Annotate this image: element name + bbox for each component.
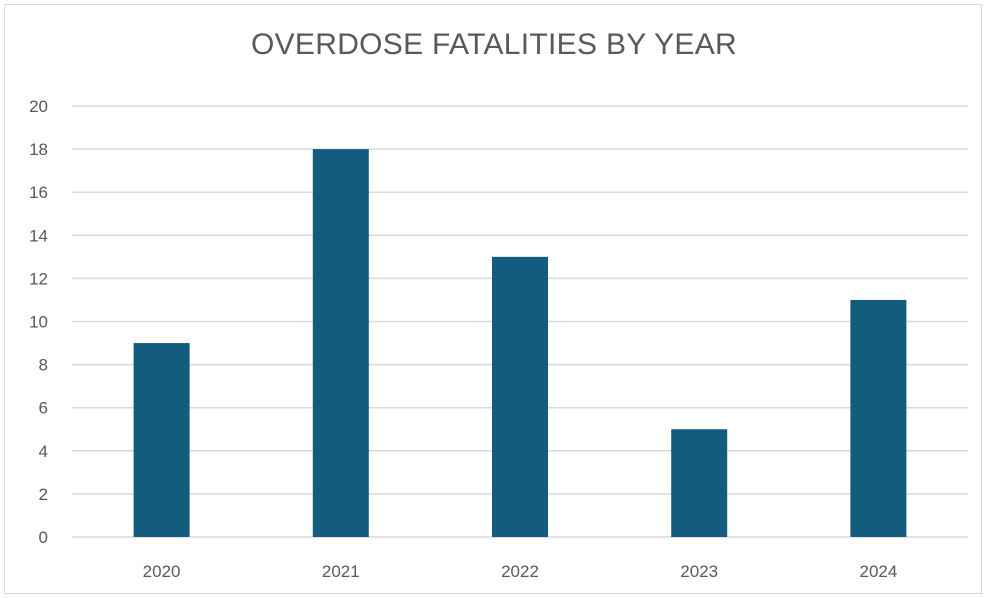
y-tick-label: 6 [39,399,48,418]
bar-2024 [850,299,907,537]
bars [133,149,907,537]
y-tick-label: 0 [39,528,48,547]
bar-2023 [671,429,728,537]
bar-2022 [492,256,548,537]
x-tick-label-2020: 2020 [143,562,181,581]
y-tick-label: 20 [29,97,48,116]
chart-title: OVERDOSE FATALITIES BY YEAR [250,28,738,61]
bar-2021 [312,149,369,537]
x-tick-label-2022: 2022 [501,562,539,581]
y-tick-label: 18 [29,140,48,159]
y-tick-label: 2 [39,485,48,504]
x-tick-label-2024: 2024 [859,562,897,581]
y-axis-ticks: 0 2 4 6 8 10 12 14 16 18 20 [29,97,48,547]
y-tick-label: 16 [29,183,48,202]
bar-2020 [133,343,190,537]
y-tick-label: 10 [29,313,48,332]
y-tick-label: 14 [29,226,48,245]
x-axis-ticks: 2020 2021 2022 2023 2024 [143,562,898,581]
y-tick-label: 8 [39,356,48,375]
x-tick-label-2021: 2021 [322,562,360,581]
y-tick-label: 12 [29,269,48,288]
x-tick-label-2023: 2023 [680,562,718,581]
y-tick-label: 4 [39,442,48,461]
